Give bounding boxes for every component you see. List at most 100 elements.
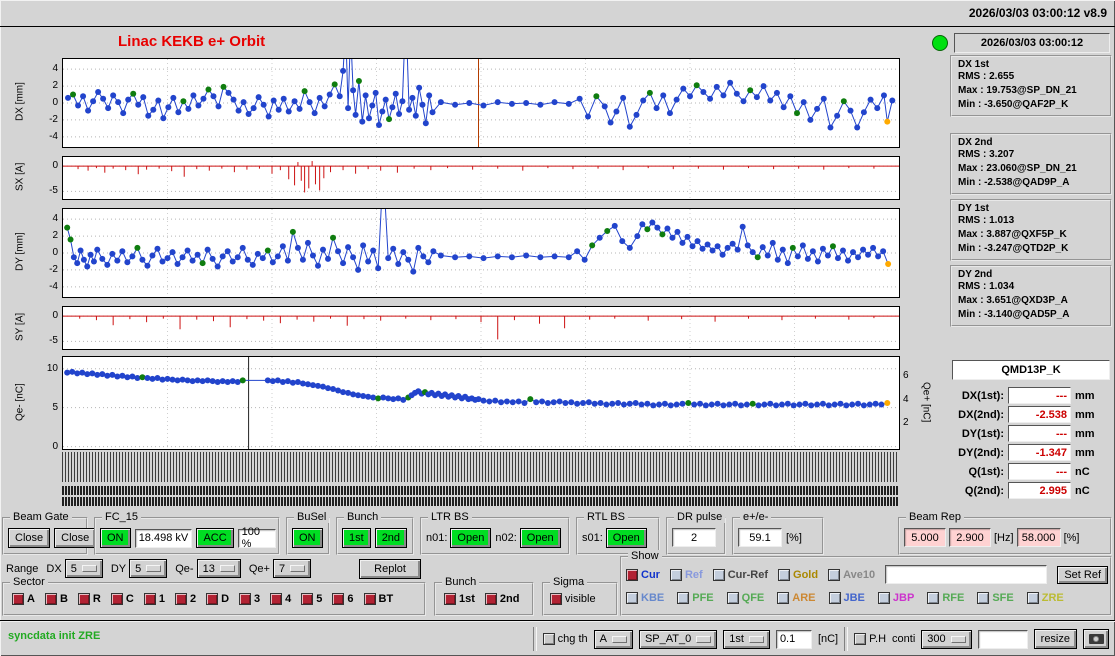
checkbox-icon[interactable]: [626, 568, 638, 581]
checkbox-icon[interactable]: [363, 593, 376, 605]
set-ref-button[interactable]: Set Ref: [1057, 565, 1108, 584]
checkbox-icon[interactable]: [626, 592, 638, 604]
range-dropdown[interactable]: 13: [196, 559, 241, 578]
stats-title: DY 1st: [958, 203, 989, 214]
checkbox-icon[interactable]: [110, 593, 123, 605]
stopper-open-button[interactable]: Open: [519, 528, 561, 548]
bunch-select-button[interactable]: 2nd: [374, 528, 408, 548]
region-option[interactable]: PFE: [677, 592, 714, 604]
screenshot-button[interactable]: [1083, 629, 1109, 649]
sector-checkbox[interactable]: BT: [363, 593, 393, 605]
monitor-dropdown[interactable]: SP_AT_0: [638, 629, 718, 649]
busel-on-button[interactable]: ON: [292, 528, 323, 548]
beam-gate-close-button[interactable]: Close: [54, 528, 97, 548]
range-dropdown[interactable]: 5: [129, 559, 168, 578]
checkbox-icon[interactable]: [12, 593, 24, 605]
stopper-open-button[interactable]: Open: [450, 528, 492, 548]
button-label: Replot: [374, 562, 406, 575]
checkbox-icon[interactable]: [726, 592, 739, 604]
interval-dropdown[interactable]: 300: [921, 629, 972, 649]
region-option[interactable]: JBP: [877, 592, 914, 604]
stopper-label: n02:: [495, 532, 517, 544]
show-option[interactable]: Ave10: [828, 568, 875, 581]
checkbox-icon[interactable]: [927, 592, 940, 604]
sector-checkbox[interactable]: B: [44, 593, 68, 605]
checkbox-icon[interactable]: [777, 592, 790, 604]
sector-checkbox[interactable]: R: [77, 593, 101, 605]
checkbox-icon[interactable]: [270, 593, 283, 605]
checkbox-icon[interactable]: [877, 592, 890, 604]
checkbox-icon[interactable]: [977, 592, 990, 604]
checkbox-icon[interactable]: [828, 592, 841, 604]
checkbox-icon[interactable]: [239, 593, 252, 605]
sector-checkbox[interactable]: 1: [143, 593, 165, 605]
ref-name-input[interactable]: [885, 565, 1048, 584]
region-option[interactable]: ARE: [777, 592, 816, 604]
checkbox-icon[interactable]: [542, 633, 555, 645]
checkbox-icon[interactable]: [677, 592, 690, 604]
chg-th-checkbox[interactable]: chg th: [542, 633, 588, 645]
sector-checkbox[interactable]: C: [110, 593, 134, 605]
axis-tick-label: -4: [49, 280, 58, 292]
bunch-select-button[interactable]: 1st: [342, 528, 371, 548]
monitor-name[interactable]: QMD13P_K: [952, 360, 1110, 380]
ratio-value[interactable]: 59.1: [738, 528, 782, 547]
fc15-on-button[interactable]: ON: [100, 528, 131, 548]
region-option[interactable]: RFE: [927, 592, 964, 604]
checkbox-icon[interactable]: [301, 593, 314, 605]
checkbox-icon[interactable]: [669, 568, 682, 581]
checkbox-icon[interactable]: [854, 633, 867, 645]
resize-button[interactable]: resize: [1033, 629, 1077, 649]
checkbox-icon[interactable]: [550, 593, 562, 605]
sector-checkbox[interactable]: D: [206, 593, 229, 605]
checkbox-icon[interactable]: [206, 593, 219, 605]
checkbox-icon[interactable]: [1026, 592, 1039, 604]
show-option[interactable]: Cur-Ref: [712, 568, 768, 581]
show-option[interactable]: Cur: [626, 568, 660, 581]
checkbox-icon[interactable]: [484, 593, 497, 605]
sector-checkbox[interactable]: 5: [301, 593, 322, 605]
show-option[interactable]: Ref: [669, 568, 703, 581]
checkbox-icon[interactable]: [828, 568, 841, 581]
fc15-acc-button[interactable]: ACC: [196, 528, 234, 548]
sigma-visible-checkbox[interactable]: visible: [550, 593, 596, 605]
checkbox-icon[interactable]: [778, 568, 791, 581]
axis-tick-label: -2: [49, 113, 58, 125]
region-option[interactable]: ZRE: [1026, 592, 1064, 604]
bunch-checkbox[interactable]: 2nd: [484, 593, 519, 605]
sector-checkbox[interactable]: 6: [332, 593, 354, 605]
checkbox-icon[interactable]: [444, 593, 456, 605]
show-option[interactable]: Gold: [778, 568, 818, 581]
monitor-row: DY(1st): --- mm: [950, 424, 1112, 443]
checkbox-icon[interactable]: [143, 593, 156, 605]
region-option[interactable]: SFE: [977, 592, 1014, 604]
bunch-bottom-items: 1st 2nd: [444, 593, 530, 605]
region-option[interactable]: JBE: [828, 592, 865, 604]
sector-checkbox[interactable]: 2: [174, 593, 196, 605]
stopper-open-button[interactable]: Open: [605, 528, 647, 548]
sector-checkbox[interactable]: 3: [239, 593, 260, 605]
region-option[interactable]: KBE: [626, 592, 664, 604]
sector-checkbox[interactable]: A: [12, 593, 35, 605]
checkbox-icon[interactable]: [174, 593, 187, 605]
checkbox-label: P.H: [869, 633, 887, 645]
checkbox-icon[interactable]: [712, 568, 725, 581]
dr-pulse-value[interactable]: 2: [672, 528, 716, 547]
range-dropdown[interactable]: 5: [64, 559, 103, 578]
axis-tick-label: 0: [52, 247, 58, 258]
threshold-input[interactable]: [775, 629, 812, 649]
extra-input[interactable]: [977, 629, 1028, 649]
sector-checkbox[interactable]: 4: [270, 593, 291, 605]
x-axis-labels-band2: [62, 497, 898, 506]
checkbox-icon[interactable]: [77, 593, 90, 605]
checkbox-icon[interactable]: [332, 593, 345, 605]
region-option[interactable]: QFE: [726, 592, 764, 604]
bunch-checkbox[interactable]: 1st: [444, 593, 475, 605]
range-dropdown[interactable]: 7: [272, 559, 312, 578]
bunch-dropdown[interactable]: 1st: [723, 629, 770, 649]
replot-button[interactable]: Replot: [359, 558, 422, 579]
beam-gate-close-button[interactable]: Close: [8, 528, 51, 548]
checkbox-icon[interactable]: [44, 593, 57, 605]
sector-dropdown[interactable]: A: [593, 629, 633, 649]
ph-checkbox[interactable]: P.H: [854, 633, 886, 645]
